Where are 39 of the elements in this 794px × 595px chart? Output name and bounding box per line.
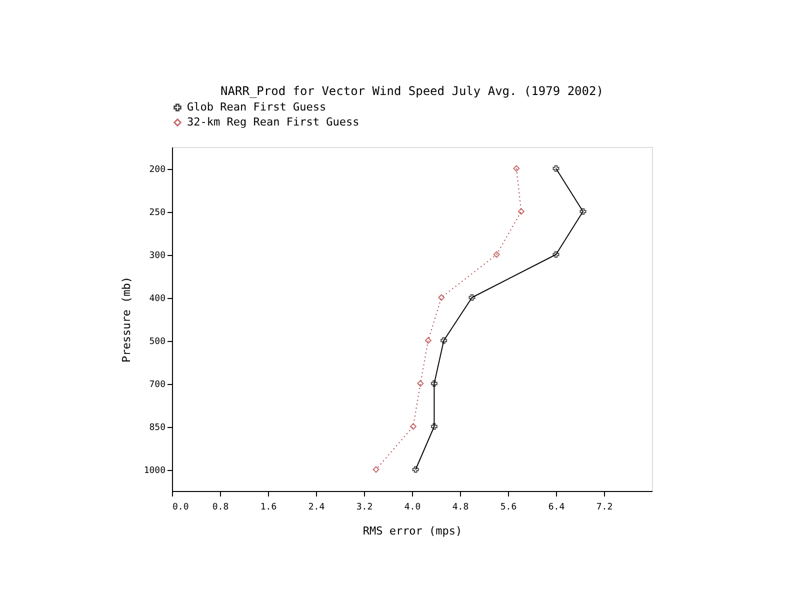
x-axis-title: RMS error (mps) bbox=[362, 524, 462, 538]
point bbox=[468, 294, 476, 301]
x-tick-label: 4.8 bbox=[452, 502, 469, 512]
point bbox=[518, 208, 524, 215]
x-tick-label: 1.6 bbox=[260, 502, 277, 512]
x-tick-label: 4.0 bbox=[404, 502, 421, 512]
point bbox=[412, 466, 419, 473]
x-tick-label: 2.4 bbox=[308, 502, 325, 512]
point bbox=[552, 165, 560, 172]
x-tick-label: 5.6 bbox=[500, 502, 517, 512]
y-tick-label: 200 bbox=[149, 165, 166, 175]
y-tick-label: 250 bbox=[149, 208, 166, 218]
legend-label: 32-km Reg Rean First Guess bbox=[187, 116, 360, 128]
x-tick-label: 0.0 bbox=[172, 502, 189, 512]
point bbox=[430, 380, 438, 387]
point bbox=[580, 208, 586, 215]
legend-label: Glob Rean First Guess bbox=[187, 100, 326, 114]
point bbox=[417, 380, 424, 387]
point bbox=[493, 251, 500, 258]
y-tick-label: 700 bbox=[149, 380, 166, 390]
x-tick-label: 0.8 bbox=[212, 502, 229, 512]
chart-title: NARR_Prod for Vector Wind Speed July Avg. (1979 2002) bbox=[220, 84, 604, 98]
point bbox=[410, 423, 416, 430]
y-tick-label: 500 bbox=[149, 337, 166, 347]
point bbox=[424, 337, 432, 344]
y-tick-label: 400 bbox=[149, 294, 166, 304]
y-tick-label: 850 bbox=[149, 423, 166, 433]
x-tick-label: 7.2 bbox=[596, 502, 613, 512]
point bbox=[513, 165, 520, 172]
y-axis-title: Pressure (mb) bbox=[120, 276, 133, 363]
point bbox=[438, 294, 445, 301]
y-tick-label: 1000 bbox=[144, 466, 166, 476]
x-tick-label: 3.2 bbox=[356, 502, 373, 512]
point bbox=[440, 337, 448, 344]
point bbox=[552, 251, 560, 258]
x-tick-label: 6.4 bbox=[548, 502, 565, 512]
point bbox=[372, 466, 380, 473]
point bbox=[430, 423, 438, 430]
y-tick-label: 300 bbox=[149, 251, 166, 261]
